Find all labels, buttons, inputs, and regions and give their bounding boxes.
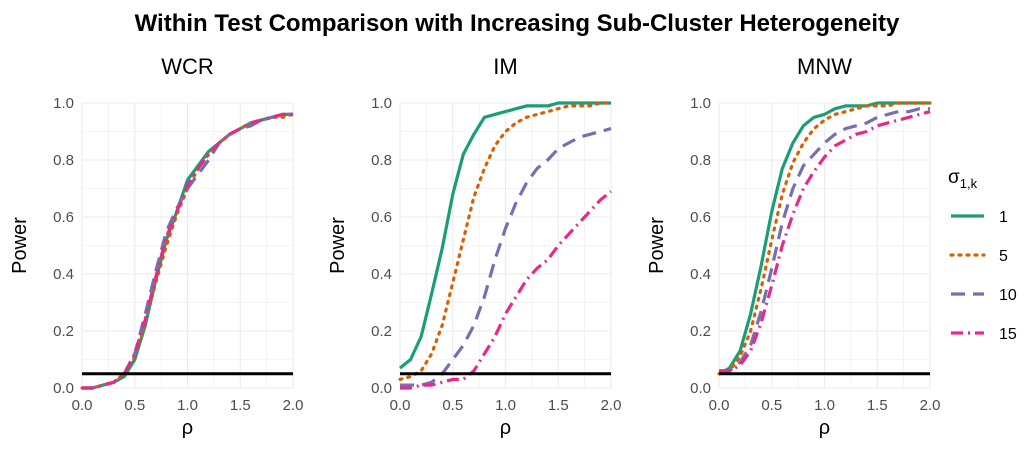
y-tick-label: 1.0 (53, 95, 74, 112)
x-tick-label: 2.0 (920, 397, 941, 414)
x-tick-label: 0.0 (709, 397, 730, 414)
x-tick-label: 2.0 (283, 397, 304, 414)
x-axis-label-mnw: ρ (819, 417, 830, 439)
x-tick-label: 1.5 (867, 397, 888, 414)
panel-title-mnw: MNW (797, 54, 852, 79)
panels: WCR 0.0 0.2 0.4 0.6 0.8 1.0 0.0 0.5 1.0 1.5 2.0 ρ Pow… (9, 54, 940, 439)
series-line-wcr-15 (82, 112, 293, 390)
x-tick-label: 1.5 (230, 397, 251, 414)
series-line-im-5 (398, 101, 613, 381)
series-line-im-1 (398, 101, 611, 370)
x-tick-label: 0.5 (761, 397, 782, 414)
y-tick-label: 0.0 (53, 380, 74, 397)
panel-mnw: MNW 0.0 0.2 0.4 0.6 0.8 1.0 0.0 0.5 1.0 1.5 2.0 ρ Pow… (646, 54, 940, 439)
panel-im: IM 0.0 0.2 0.4 0.6 0.8 1.0 0.0 0.5 1.0 1.5 2.0 ρ Powe… (327, 54, 621, 439)
y-tick-label: 0.0 (371, 380, 392, 397)
x-axis-label-im: ρ (500, 417, 511, 439)
series-line-im-15 (400, 190, 613, 390)
x-tick-label: 0.5 (124, 397, 145, 414)
legend-label-5: 5 (999, 248, 1008, 265)
x-tick-label: 0.5 (442, 397, 463, 414)
y-tick-label: 0.6 (690, 209, 711, 226)
legend-label-10: 10 (999, 287, 1017, 304)
grid-wcr (81, 102, 294, 389)
y-axis-label-wcr: Power (9, 217, 31, 274)
x-tick-label: 1.0 (177, 397, 198, 414)
y-tick-label: 0.4 (371, 266, 392, 283)
y-tick-label: 0.8 (690, 152, 711, 169)
legend-title-main: σ (948, 167, 960, 188)
y-tick-label: 0.6 (53, 209, 74, 226)
grid-im (399, 102, 612, 389)
legend-item-10: 10 (951, 287, 1017, 304)
legend-label-1: 1 (999, 209, 1008, 226)
panel-title-im: IM (493, 54, 517, 79)
x-tick-label: 2.0 (601, 397, 622, 414)
legend-item-1: 1 (951, 209, 1008, 226)
legend-item-5: 5 (949, 248, 1008, 265)
y-tick-label: 0.2 (690, 323, 711, 340)
x-tick-label: 1.5 (548, 397, 569, 414)
figure-title: Within Test Comparison with Increasing S… (135, 10, 900, 37)
series-line-im-10 (400, 127, 612, 387)
series-line-mnw-15 (719, 110, 931, 373)
series-line-mnw-10 (719, 107, 930, 373)
legend-title-sub: 1,k (960, 176, 978, 191)
x-tick-label: 0.0 (390, 397, 411, 414)
x-axis-label-wcr: ρ (182, 417, 193, 439)
y-tick-label: 1.0 (690, 95, 711, 112)
y-tick-label: 1.0 (371, 95, 392, 112)
legend-label-15: 15 (999, 326, 1017, 343)
x-tick-label: 0.0 (72, 397, 93, 414)
y-tick-label: 0.8 (53, 152, 74, 169)
y-tick-label: 0.0 (690, 380, 711, 397)
y-axis-label-im: Power (327, 217, 349, 274)
y-tick-label: 0.2 (371, 323, 392, 340)
series-line-mnw-5 (717, 101, 932, 376)
series-line-mnw-1 (718, 101, 930, 376)
panel-wcr: WCR 0.0 0.2 0.4 0.6 0.8 1.0 0.0 0.5 1.0 1.5 2.0 ρ Pow… (9, 54, 303, 439)
y-tick-label: 0.4 (53, 266, 74, 283)
y-tick-label: 0.4 (690, 266, 711, 283)
y-axis-label-mnw: Power (646, 217, 668, 274)
legend-item-15: 15 (951, 326, 1017, 343)
legend-title: σ1,k (948, 167, 978, 191)
y-tick-label: 0.2 (53, 323, 74, 340)
y-tick-label: 0.6 (371, 209, 392, 226)
x-tick-label: 1.0 (814, 397, 835, 414)
panel-title-wcr: WCR (161, 54, 214, 79)
y-tick-label: 0.8 (371, 152, 392, 169)
x-tick-label: 1.0 (495, 397, 516, 414)
